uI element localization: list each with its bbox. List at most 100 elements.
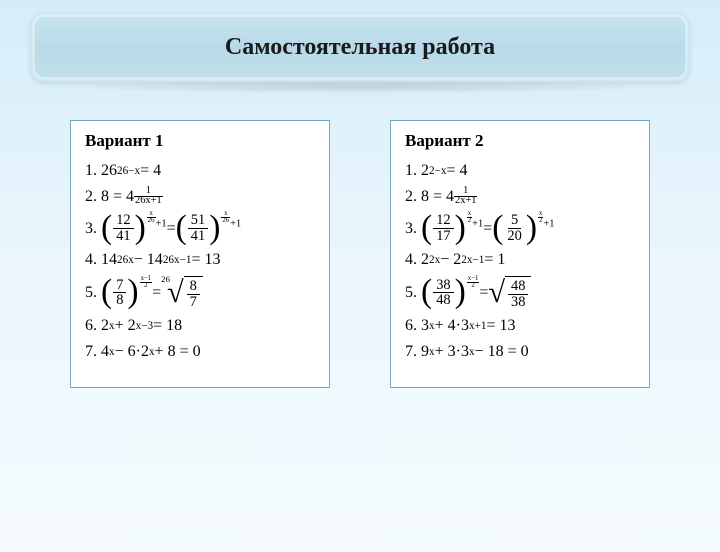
frac-bot: 20 [504, 229, 524, 243]
frac: 520 [504, 213, 524, 243]
frac-bot: 2 [467, 283, 480, 289]
variant-1-card: Вариант 1 1. 2626−x = 4 2. 8 = 4126x+1 3… [70, 120, 330, 388]
exp-tail: +1 [543, 219, 554, 230]
variant-columns: Вариант 1 1. 2626−x = 4 2. 8 = 4126x+1 3… [0, 120, 720, 388]
v2-eq-3: 3. (1217)x2+1 = (520)x2+1 [405, 213, 635, 243]
frac-bot: 41 [113, 229, 133, 243]
eq-base: 2 [421, 161, 429, 180]
eq-lhs: 8 = 4 [421, 187, 454, 206]
paren-exp: x2+1 [467, 211, 483, 229]
exp-tail: +1 [472, 219, 483, 230]
frac: 1217 [433, 213, 453, 243]
exp-frac: x26 [221, 211, 230, 224]
eq-number: 2. [85, 187, 97, 206]
eq-number: 1. [405, 161, 417, 180]
term: + 3·3 [435, 342, 469, 361]
eq-lhs: 8 = 4 [101, 187, 134, 206]
term: 14 [101, 250, 117, 269]
radical-icon: √ [488, 282, 505, 303]
eq-sign: = [479, 283, 488, 302]
paren-group: (78)x−12 [101, 278, 152, 308]
root: 26√87 [161, 276, 203, 309]
paren-left: ( [421, 279, 432, 306]
paren-left: ( [101, 215, 112, 242]
eq-sign: = [167, 219, 176, 238]
frac-top: 7 [113, 278, 126, 293]
frac: 3848 [433, 278, 453, 308]
paren-right: ) [135, 215, 146, 242]
v1-eq-6: 6. 2x + 2x−3 = 18 [85, 316, 315, 335]
v1-eq-1: 1. 2626−x = 4 [85, 161, 315, 180]
paren-exp: x2+1 [538, 211, 554, 229]
v2-eq-5: 5. (3848)x−12 = √4838 [405, 276, 635, 309]
eq-number: 3. [405, 219, 417, 238]
title-banner: Самостоятельная работа [30, 12, 690, 82]
frac: 4838 [508, 279, 528, 309]
frac-top: 12 [113, 213, 133, 228]
v2-eq-7: 7. 9x + 3·3x − 18 = 0 [405, 342, 635, 361]
paren-group: (520)x2+1 [492, 213, 554, 243]
eq-rhs: = 4 [447, 161, 468, 180]
paren-exp: x26+1 [147, 211, 167, 229]
paren-exp: x−12 [467, 276, 480, 294]
eq-number: 5. [405, 283, 417, 302]
term: 4 [101, 342, 109, 361]
paren-left: ( [176, 215, 187, 242]
eq-number: 7. [85, 342, 97, 361]
exp-frac: x−12 [140, 276, 153, 289]
paren-left: ( [492, 215, 503, 242]
exp-frac: x−12 [467, 276, 480, 289]
term: + 2 [115, 316, 136, 335]
eq-number: 5. [85, 283, 97, 302]
page-title: Самостоятельная работа [225, 34, 495, 61]
paren-right: ) [455, 279, 466, 306]
eq-number: 7. [405, 342, 417, 361]
eq-sign: = [483, 219, 492, 238]
eq-number: 6. [405, 316, 417, 335]
paren-left: ( [421, 215, 432, 242]
v2-eq-6: 6. 3x + 4·3x+1 = 13 [405, 316, 635, 335]
frac-bot: 2 [140, 283, 153, 289]
frac: 1241 [113, 213, 133, 243]
variant-2-card: Вариант 2 1. 22−x = 4 2. 8 = 412x+1 3. (… [390, 120, 650, 388]
term: 2 [421, 250, 429, 269]
frac-top: 48 [508, 279, 528, 294]
frac-top: 5 [508, 213, 521, 228]
term: + 4·3 [435, 316, 469, 335]
term: 2 [101, 316, 109, 335]
exp-tail: +1 [230, 219, 241, 230]
term: 9 [421, 342, 429, 361]
exp-tail: +1 [156, 219, 167, 230]
v1-eq-2: 2. 8 = 4126x+1 [85, 187, 315, 206]
v2-eq-1: 1. 22−x = 4 [405, 161, 635, 180]
frac-top: 12 [433, 213, 453, 228]
frac-bot: 38 [508, 295, 528, 309]
frac-bot: 17 [433, 229, 453, 243]
frac-top: 38 [433, 278, 453, 293]
paren-exp: x26+1 [221, 211, 241, 229]
v1-eq-5: 5. (78)x−12 = 26√87 [85, 276, 315, 309]
frac-bot: 26 [147, 218, 156, 224]
radical-icon: √ [167, 282, 184, 303]
eq-exp-frac: 126x+1 [134, 187, 163, 206]
frac-bot: 41 [188, 229, 208, 243]
rhs: = 18 [153, 316, 182, 335]
eq-number: 4. [85, 250, 97, 269]
paren-right: ) [127, 279, 138, 306]
eq-number: 6. [85, 316, 97, 335]
term: 3 [421, 316, 429, 335]
eq-exp-frac: 12x+1 [454, 187, 477, 206]
frac-bot: 2x+1 [454, 197, 477, 206]
frac-bot: 7 [187, 295, 200, 309]
variant-2-title: Вариант 2 [405, 131, 635, 151]
paren-group: (5141)x26+1 [176, 213, 242, 243]
v1-eq-3: 3. (1241)x26+1 = (5141)x26+1 [85, 213, 315, 243]
frac-bot: 26x+1 [134, 197, 163, 206]
rhs: − 18 = 0 [475, 342, 529, 361]
eq-number: 3. [85, 219, 97, 238]
paren-right: ) [455, 215, 466, 242]
frac-bot: 48 [433, 293, 453, 307]
term: − 2 [440, 250, 461, 269]
rhs: = 1 [484, 250, 505, 269]
paren-group: (3848)x−12 [421, 278, 479, 308]
